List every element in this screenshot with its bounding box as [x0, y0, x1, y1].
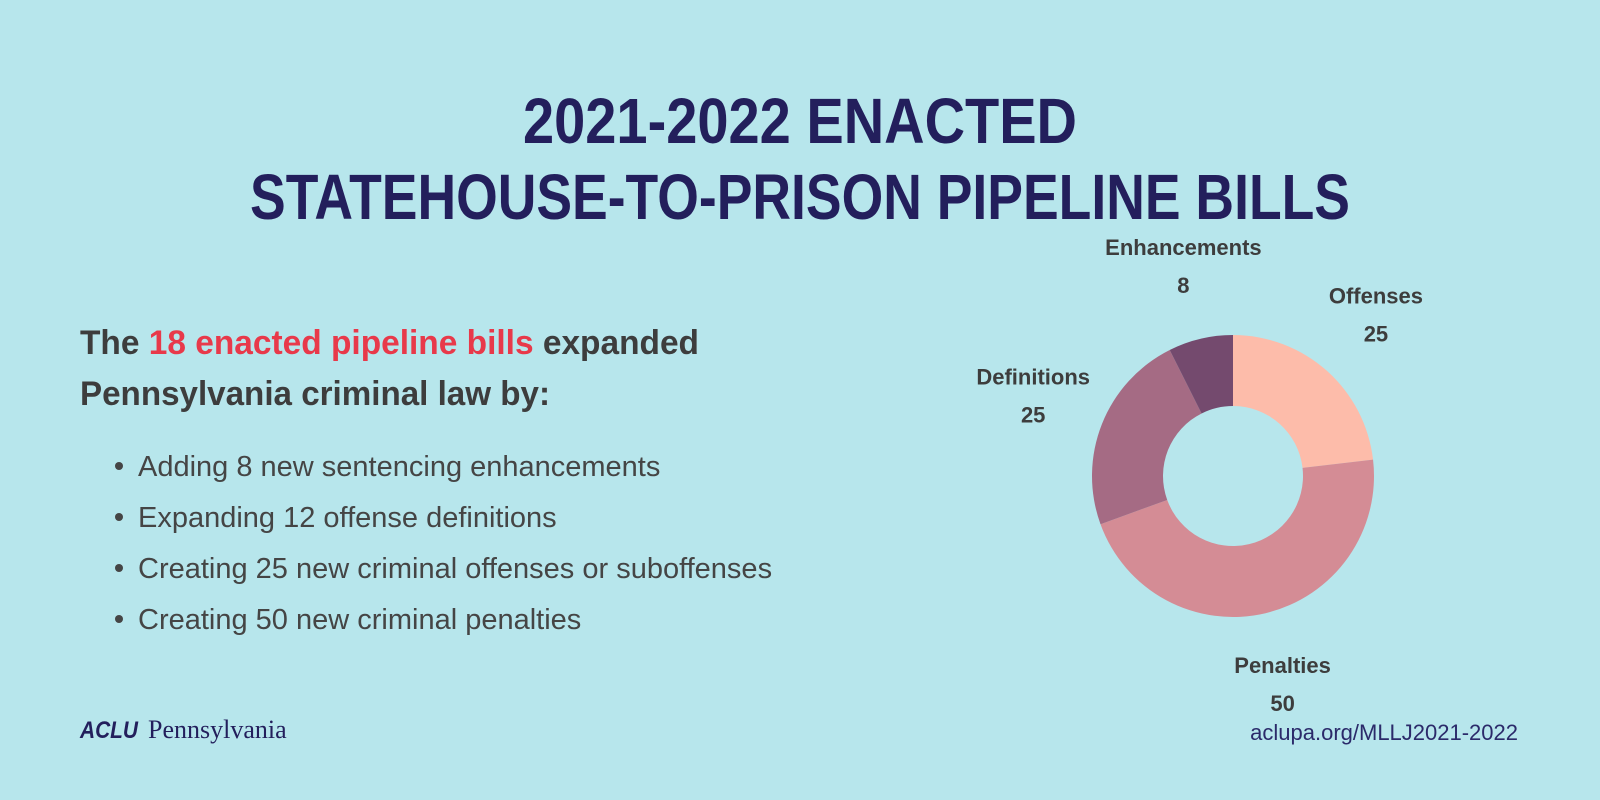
slice-value: 50	[1270, 691, 1294, 716]
slice-value: 25	[1364, 321, 1388, 346]
title-line: STATEHOUSE-TO-PRISON PIPELINE BILLS	[250, 161, 1350, 233]
bullet-text: Expanding 12 offense definitions	[138, 502, 557, 534]
bullet-dot	[115, 513, 123, 521]
slice-label: Definitions	[976, 365, 1090, 390]
slice-label: Enhancements	[1105, 235, 1262, 260]
slice-label: Offenses	[1329, 283, 1423, 308]
intro-line: Pennsylvania criminal law by:	[80, 375, 550, 413]
donut-slice	[1169, 335, 1233, 414]
bullet-dot	[115, 462, 123, 470]
bullet-text: Creating 50 new criminal penalties	[138, 604, 581, 636]
intro-line: The 18 enacted pipeline bills expanded	[80, 324, 699, 362]
bullet-dot	[115, 564, 123, 572]
logo-mark: ACLU	[79, 717, 138, 744]
intro-highlight: 18 enacted pipeline bills	[149, 324, 534, 362]
donut-chart: Offenses 25 Penalties 50 Definitions 25 Enhanc…	[976, 235, 1423, 716]
intro-lead: The	[80, 324, 139, 362]
slice-label: Penalties	[1234, 653, 1331, 678]
title-line: 2021-2022 ENACTED	[523, 85, 1077, 157]
donut-slice	[1100, 459, 1375, 618]
bullet-text: Adding 8 new sentencing enhancements	[138, 451, 660, 483]
url: aclupa.org/MLLJ2021-2022	[1250, 720, 1518, 745]
logo-text: Pennsylvania	[148, 715, 287, 744]
bullet-dot	[115, 615, 123, 623]
donut-slice	[1091, 349, 1202, 525]
slice-value: 8	[1177, 273, 1189, 298]
bullet-list: Adding 8 new sentencing enhancements Expa…	[115, 451, 772, 636]
donut-slice	[1233, 335, 1374, 468]
intro-rest: expanded	[543, 324, 699, 362]
slice-value: 25	[1021, 403, 1045, 428]
bullet-text: Creating 25 new criminal offenses or sub…	[138, 553, 772, 585]
